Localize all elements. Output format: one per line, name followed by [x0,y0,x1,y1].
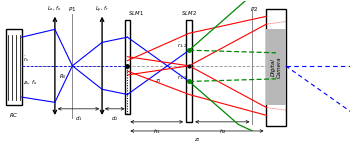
Text: $d_1$: $d_1$ [75,114,82,123]
Bar [6,29,22,105]
Text: $RC$: $RC$ [9,111,19,119]
Text: $L_y,\,f_r$: $L_y,\,f_r$ [95,5,109,15]
Bar [125,20,130,114]
Bar [266,8,286,126]
Text: $R_0$: $R_0$ [59,72,67,81]
Text: $d_2$: $d_2$ [111,114,118,123]
Text: $P1$: $P1$ [68,5,77,13]
Text: $h_2$: $h_2$ [219,127,226,136]
Text: Digital
Camera: Digital Camera [271,56,282,78]
Text: $\tilde{r}_{1,1}$: $\tilde{r}_{1,1}$ [177,73,187,82]
Text: $\tilde{r}_{1,2}$: $\tilde{r}_{1,2}$ [177,40,187,50]
Text: $SLM\,1$: $SLM\,1$ [128,8,144,17]
Text: $z_s,\,f_o$: $z_s,\,f_o$ [24,78,38,87]
Text: $P2$: $P2$ [250,5,258,13]
Text: $\tilde{r}_s$: $\tilde{r}_s$ [24,54,29,64]
Text: $z_2$: $z_2$ [193,136,200,144]
Text: $z_1$: $z_1$ [155,77,162,85]
Text: $h_1$: $h_1$ [153,127,160,136]
Text: $SLM\,2$: $SLM\,2$ [181,8,197,17]
Bar [266,29,286,105]
Text: $L_o,\,f_o$: $L_o,\,f_o$ [47,5,62,13]
Bar [186,20,192,122]
